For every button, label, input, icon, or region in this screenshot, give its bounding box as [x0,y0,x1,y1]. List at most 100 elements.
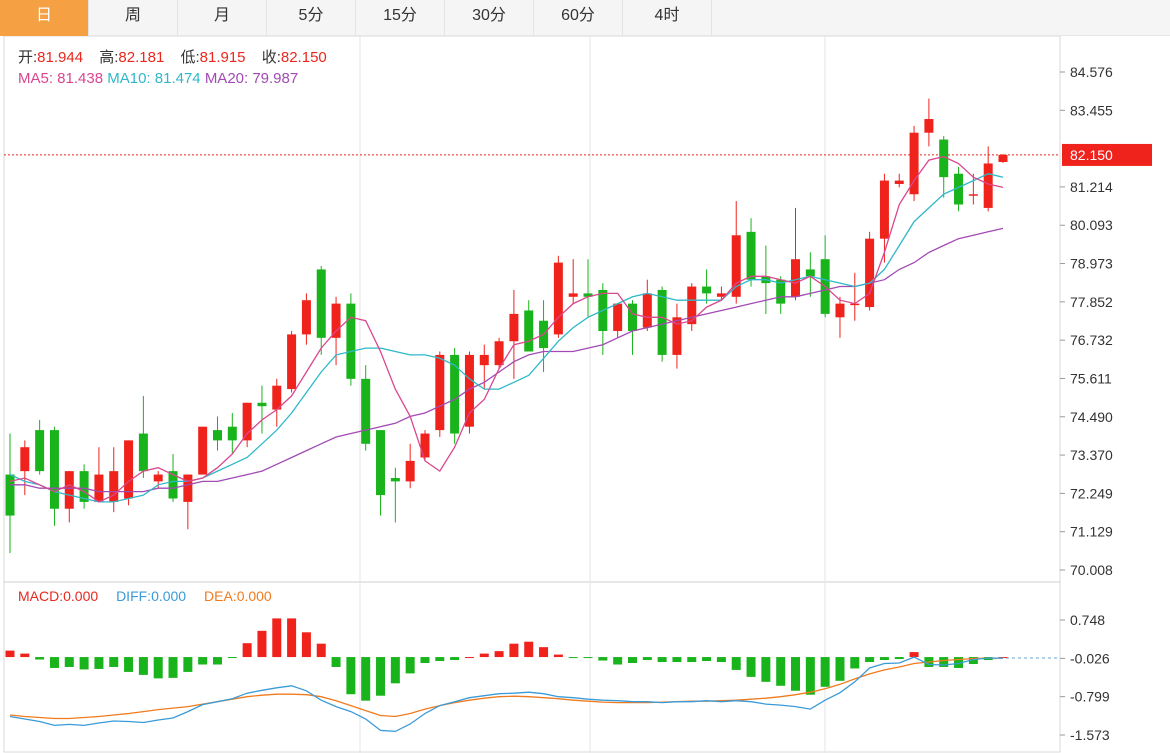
macd-bar [509,643,519,658]
macd-bar [642,657,652,661]
tab-4[interactable]: 15分 [356,0,445,36]
price-tick-label: 78.973 [1070,256,1113,272]
macd-bar [894,657,904,660]
candle-body [613,303,623,331]
price-tick-label: 84.576 [1070,64,1113,80]
candle-body [124,440,134,499]
macd-bar [420,657,430,664]
last-price-badge [1062,143,1152,166]
candle-body [331,303,341,338]
diff-value: 0.000 [151,588,187,604]
macd-bar [702,657,712,662]
candle-body [642,293,652,328]
macd-tick-label: -0.026 [1070,650,1110,666]
candle-body [212,430,222,441]
last-price-label: 82.150 [1070,147,1113,163]
macd-bar [405,657,415,674]
candle-body [420,433,430,458]
price-tick-label: 83.455 [1070,102,1113,118]
dea-value: 0.000 [236,588,272,604]
tab-6[interactable]: 60分 [534,0,623,36]
plot-frame [3,36,1061,753]
candle-body [509,313,519,342]
macd-tick-label: 0.748 [1070,612,1105,628]
macd-label: MACD: [18,588,64,604]
macd-bar [183,657,193,672]
macd-bar [479,653,489,658]
macd-bar [553,654,563,658]
candle-body [909,132,919,195]
macd-bar [20,653,30,658]
macd-bar [301,632,311,658]
macd-bar [539,647,549,658]
macd-bar [968,657,978,664]
candle-body [835,303,845,318]
price-tick-label: 74.490 [1070,409,1113,425]
macd-bar [5,650,15,658]
candle-body [553,262,563,335]
candle-body [435,354,445,431]
macd-bar [909,652,919,658]
high-label: 高: [99,49,119,66]
dea-label: DEA: [204,588,237,604]
price-tick-label: 72.249 [1070,485,1113,501]
candle-body [79,471,89,502]
macd-bar [257,630,267,658]
macd-bar [835,657,845,681]
macd-bar [954,657,964,668]
candle-body [450,354,460,434]
close-label: 收: [261,49,281,66]
macd-bar [212,657,222,665]
candle-body [746,231,756,280]
tab-2[interactable]: 月 [178,0,267,36]
macd-bar [464,657,474,659]
candle-body [627,303,637,331]
macd-bar [316,643,326,658]
macd-bar [64,657,74,667]
macd-bar [850,657,860,669]
macd-bar [613,657,623,665]
candle-body [791,259,801,297]
candle-body [301,300,311,335]
macd-bar [346,657,356,695]
price-tick-label: 81.214 [1070,179,1113,195]
candle-body [776,279,786,304]
tab-1[interactable]: 周 [89,0,178,36]
macd-bar [168,657,178,678]
macd-bar [791,657,801,691]
candle-body [361,378,371,444]
ma5-value: MA5: 81.438 [18,70,104,87]
candle-body [687,286,697,325]
macd-bar [331,657,341,667]
ohlc-info: 开:81.944 高:82.181 低:81.915 收:82.150 [18,46,339,67]
tab-3[interactable]: 5分 [267,0,356,36]
candle-body [390,477,400,482]
macd-info: MACD:0.000 DIFF:0.000 DEA:0.000 [18,588,272,604]
candle-body [983,163,993,208]
candle-body [405,460,415,482]
candle-body [35,430,45,472]
macd-bar [450,657,460,661]
candle-body [716,293,726,297]
price-tick-label: 77.852 [1070,294,1113,310]
candle-body [109,471,119,502]
candle-body [198,426,208,475]
candle-body [924,119,934,133]
macd-bar [49,657,59,668]
macd-bar [731,657,741,670]
macd-bar [109,657,119,667]
tab-7[interactable]: 4时 [623,0,712,36]
macd-bar [361,657,371,701]
tab-5[interactable]: 30分 [445,0,534,36]
tab-0[interactable]: 日 [0,0,89,36]
candle-body [702,286,712,294]
macd-bar [568,657,578,659]
candle-body [5,474,15,516]
diff-line [9,656,1003,733]
macd-bar [776,657,786,686]
macd-tick-label: -1.573 [1070,727,1110,743]
candle-body [346,303,356,379]
macd-bar [287,618,297,658]
diff-label: DIFF: [116,588,152,604]
ma20-value: MA20: 79.987 [204,70,299,87]
